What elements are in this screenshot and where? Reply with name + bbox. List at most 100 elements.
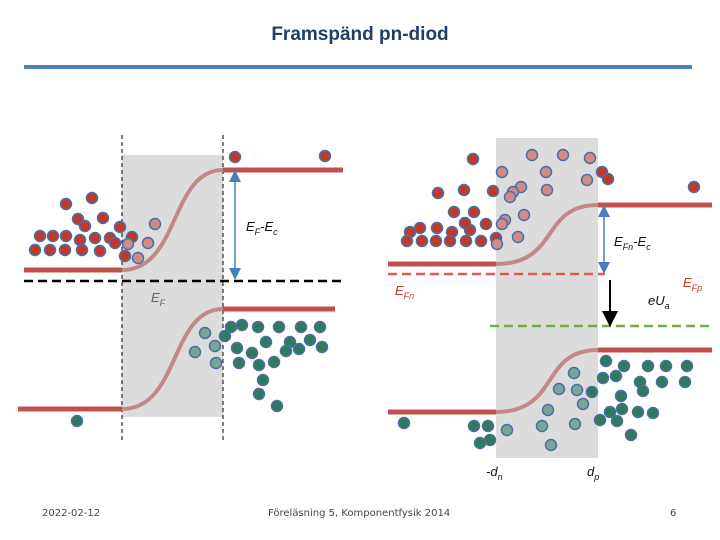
electron-dot: [556, 148, 570, 162]
hole-dot: [313, 320, 327, 334]
electron-dot: [580, 173, 594, 187]
electron-dot: [474, 234, 488, 248]
electron-dot: [540, 183, 554, 197]
hole-dot: [655, 375, 669, 389]
hole-dot: [467, 419, 481, 433]
hole-dot: [267, 355, 281, 369]
left-conduction-band-bend: [121, 168, 224, 272]
hole-dot: [570, 383, 584, 397]
right-conduction-band-bend: [495, 203, 599, 266]
hole-dot: [609, 369, 623, 383]
electron-dot: [58, 243, 72, 257]
electron-dot: [495, 217, 509, 231]
electron-dot: [687, 180, 701, 194]
hole-dot: [209, 356, 223, 370]
hole-dot: [646, 406, 660, 420]
electron-dot: [148, 217, 162, 231]
hole-dot: [615, 402, 629, 416]
hole-dot: [680, 359, 694, 373]
hole-dot: [617, 359, 631, 373]
hole-dot: [251, 320, 265, 334]
hole-dot: [481, 419, 495, 433]
electron-dot: [43, 243, 57, 257]
electron-dot: [415, 234, 429, 248]
hole-dot: [279, 344, 293, 358]
electron-dot: [503, 190, 517, 204]
electron-dot: [457, 183, 471, 197]
electron-dot: [93, 244, 107, 258]
electron-dot: [75, 243, 89, 257]
electron-dot: [108, 236, 122, 250]
slide-title: Framspänd pn-diod: [271, 24, 449, 45]
hole-dot: [576, 397, 590, 411]
hole-dot: [70, 414, 84, 428]
hole-dot: [303, 333, 317, 347]
left-ef-ec-label: EF-Ec: [246, 219, 278, 237]
hole-dot: [678, 375, 692, 389]
hole-dot: [256, 373, 270, 387]
hole-dot: [610, 414, 624, 428]
hole-dot: [218, 329, 232, 343]
electron-dot: [511, 230, 525, 244]
hole-dot: [245, 346, 259, 360]
hole-dot: [473, 436, 487, 450]
hole-dot: [659, 359, 673, 373]
right-hole-group: [397, 354, 694, 452]
electron-dot: [28, 243, 42, 257]
electron-dot: [525, 148, 539, 162]
electron-dot: [88, 231, 102, 245]
hole-dot: [593, 413, 607, 427]
title-underline: [24, 65, 692, 69]
hole-dot: [235, 318, 249, 332]
right-efp-label: EFp: [683, 275, 702, 293]
electron-dot: [78, 219, 92, 233]
hole-dot: [315, 340, 329, 354]
hole-dot: [208, 339, 222, 353]
electron-dot: [85, 191, 99, 205]
footer-page-number: 6: [670, 508, 677, 519]
electron-dot: [413, 221, 427, 235]
right-electron-group: [400, 148, 701, 251]
electron-dot: [96, 211, 110, 225]
electron-dot: [228, 150, 242, 164]
electron-dot: [73, 233, 87, 247]
electron-dot: [458, 216, 472, 230]
hole-dot: [500, 423, 514, 437]
hole-dot: [567, 366, 581, 380]
hole-dot: [603, 405, 617, 419]
hole-dot: [624, 428, 638, 442]
hole-dot: [535, 419, 549, 433]
hole-dot: [631, 405, 645, 419]
hole-dot: [596, 371, 610, 385]
left-ef-label: EF: [151, 290, 166, 308]
electron-dot: [466, 152, 480, 166]
electron-dot: [479, 217, 493, 231]
hole-dot: [544, 438, 558, 452]
electron-dot: [443, 234, 457, 248]
hole-dot: [198, 326, 212, 340]
electron-dot: [59, 197, 73, 211]
electron-dot: [539, 165, 553, 179]
hole-dot: [230, 341, 244, 355]
electron-dot: [400, 234, 414, 248]
right-dn-label: -dn: [486, 464, 503, 482]
right-eua-label: eUa: [648, 293, 670, 311]
hole-dot: [541, 403, 555, 417]
hole-dot: [397, 416, 411, 430]
electron-dot: [131, 251, 145, 265]
left-depletion-region: [122, 155, 223, 417]
hole-dot: [599, 354, 613, 368]
right-efn-label: EFn: [395, 283, 414, 301]
electron-dot: [429, 234, 443, 248]
right-efn-ec-label: EFn-Ec: [614, 234, 651, 252]
electron-dot: [121, 237, 135, 251]
hole-dot: [641, 359, 655, 373]
right-valence-band-bend: [495, 348, 599, 414]
electron-dot: [141, 236, 155, 250]
electron-dot: [495, 165, 509, 179]
right-dp-label: dp: [587, 464, 599, 482]
hole-dot: [252, 358, 266, 372]
electron-dot: [447, 205, 461, 219]
hole-dot: [552, 382, 566, 396]
